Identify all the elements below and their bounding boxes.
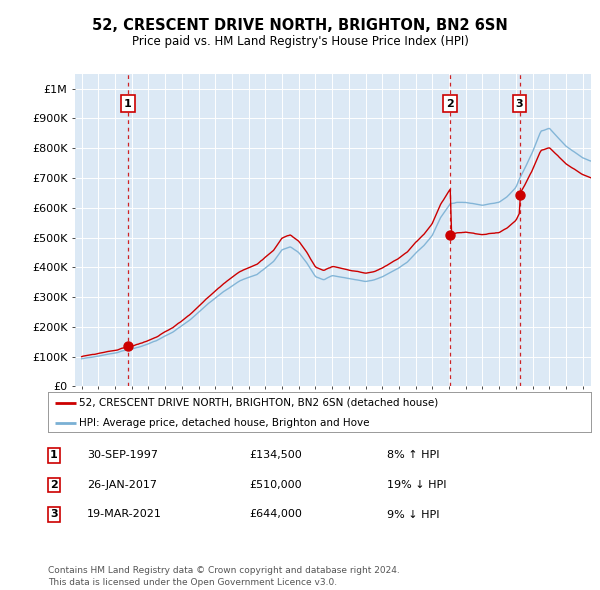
Text: 3: 3 [50, 510, 58, 519]
Text: £510,000: £510,000 [249, 480, 302, 490]
Text: HPI: Average price, detached house, Brighton and Hove: HPI: Average price, detached house, Brig… [79, 418, 370, 428]
Text: 52, CRESCENT DRIVE NORTH, BRIGHTON, BN2 6SN (detached house): 52, CRESCENT DRIVE NORTH, BRIGHTON, BN2 … [79, 398, 439, 408]
Text: 26-JAN-2017: 26-JAN-2017 [87, 480, 157, 490]
Text: Contains HM Land Registry data © Crown copyright and database right 2024.
This d: Contains HM Land Registry data © Crown c… [48, 566, 400, 587]
Text: £134,500: £134,500 [249, 451, 302, 460]
Text: 8% ↑ HPI: 8% ↑ HPI [387, 451, 439, 460]
Text: 52, CRESCENT DRIVE NORTH, BRIGHTON, BN2 6SN: 52, CRESCENT DRIVE NORTH, BRIGHTON, BN2 … [92, 18, 508, 33]
Text: 2: 2 [446, 99, 454, 109]
Text: 1: 1 [124, 99, 131, 109]
Text: Price paid vs. HM Land Registry's House Price Index (HPI): Price paid vs. HM Land Registry's House … [131, 35, 469, 48]
Text: 9% ↓ HPI: 9% ↓ HPI [387, 510, 439, 519]
Text: 19-MAR-2021: 19-MAR-2021 [87, 510, 162, 519]
Text: 1: 1 [50, 451, 58, 460]
Text: 2: 2 [50, 480, 58, 490]
Text: 3: 3 [516, 99, 523, 109]
Text: £644,000: £644,000 [249, 510, 302, 519]
Text: 30-SEP-1997: 30-SEP-1997 [87, 451, 158, 460]
Text: 19% ↓ HPI: 19% ↓ HPI [387, 480, 446, 490]
